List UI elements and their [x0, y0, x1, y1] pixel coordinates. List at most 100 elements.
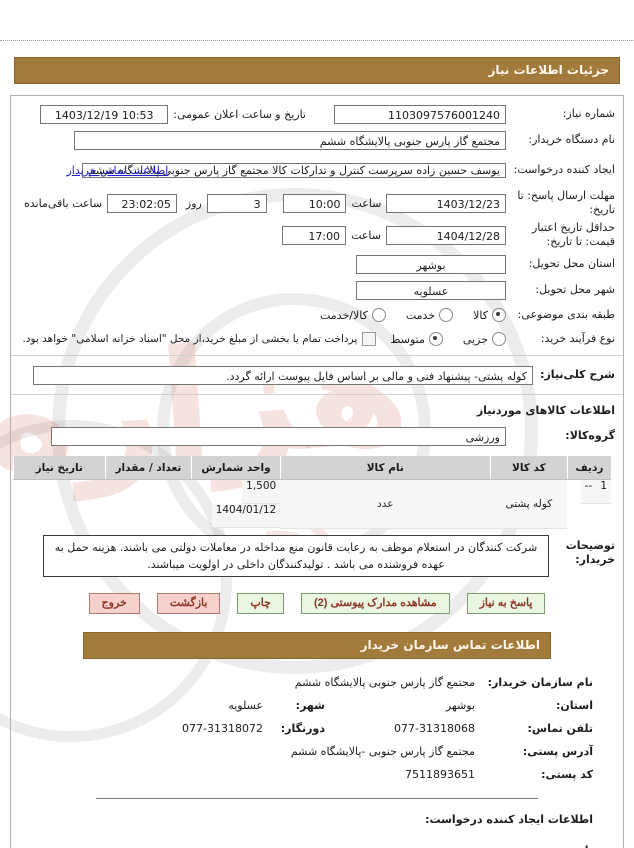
print-button[interactable]: چاپ — [237, 592, 284, 614]
org-name-value: مجتمع گاز پارس جنوبی پالایشگاه ششم — [294, 675, 475, 689]
city-label: شهر: — [295, 698, 325, 712]
radio-service-icon[interactable] — [439, 308, 454, 322]
col-row-number: ردیف — [566, 456, 611, 480]
price-validity-label: حداقل تاریخ اعتبار قیمت: تا تاریخ: — [531, 220, 615, 248]
cell-row-number: 1 — [596, 480, 611, 504]
radio-goods-icon[interactable] — [492, 308, 506, 322]
delivery-city-row: شهر محل تحویل: عسلویه — [19, 278, 615, 302]
back-button[interactable]: بازگشت — [156, 592, 221, 614]
deadline-date-field[interactable]: 1403/12/23 — [386, 193, 506, 213]
purchase-process-row: نوع فرآیند خرید: جزیی متوسط پرداخت تمام … — [19, 328, 615, 350]
need-description-label: شرح کلی‌نیاز: — [540, 367, 615, 381]
province-value: بوشهر — [445, 698, 475, 712]
need-number-row: شماره نیاز: 1103097576001240 تاریخ و ساع… — [19, 102, 615, 126]
delivery-province-label: استان محل تحویل: — [528, 256, 615, 270]
delivery-province-field[interactable]: بوشهر — [356, 254, 506, 274]
radio-minor-icon[interactable] — [492, 332, 506, 346]
need-number-label: شماره نیاز: — [562, 106, 615, 120]
buyer-org-field[interactable]: مجتمع گاز پارس جنوبی پالایشگاه ششم — [74, 130, 506, 150]
day-unit-label: روز — [185, 196, 202, 210]
divider — [11, 394, 623, 395]
goods-group-label: گروه‌کالا: — [565, 428, 615, 442]
view-attached-documents-button[interactable]: مشاهده مدارک پیوستی (2) — [300, 592, 450, 614]
col-quantity: تعداد / مقدار — [104, 456, 192, 480]
need-description-field[interactable]: کوله پشتی- پیشنهاد فنی و مالی بر اساس فا… — [33, 365, 533, 385]
province-city-row: استان: بوشهر شهر: عسلویه — [11, 694, 623, 717]
top-dotted-divider — [0, 0, 634, 41]
remaining-time-label: ساعت باقی‌مانده — [24, 196, 103, 210]
response-deadline-row: مهلت ارسال پاسخ: تا تاریخ: 1403/12/23 سا… — [19, 188, 615, 218]
org-name-label: نام سازمان خریدار: — [487, 675, 593, 689]
respond-to-need-button[interactable]: پاسخ به نیاز — [466, 592, 546, 614]
option-service-label: خدمت — [405, 308, 436, 322]
request-creator-row: ایجاد کننده درخواست: یوسف حسین زاده سرپر… — [19, 154, 615, 186]
action-buttons: پاسخ به نیاز مشاهده مدارک پیوستی (2) چاپ… — [11, 592, 623, 614]
deadline-hour-label: ساعت — [351, 196, 382, 210]
goods-table: ردیف کد کالا نام کالا واحد شمارش تعداد /… — [13, 456, 611, 529]
validity-hour-label: ساعت — [351, 228, 381, 242]
buyer-org-row: نام دستگاه خریدار: مجتمع گاز پارس جنوبی … — [19, 128, 615, 152]
cell-need-date: 1404/01/12 — [211, 504, 281, 528]
phone-fax-row: تلفن تماس: 077-31318068 دورنگار: 077-313… — [11, 717, 623, 740]
buyer-notes-label: توضیحات خریدار: — [565, 538, 615, 566]
cell-quantity: 1,500 — [242, 480, 281, 504]
announce-datetime-field[interactable]: 1403/12/19 10:53 — [40, 104, 169, 124]
phone-value: 077-31318068 — [394, 721, 475, 735]
purchase-process-label: نوع فرآیند خرید: — [540, 331, 615, 345]
creator-info-title: اطلاعات ایجاد کننده درخواست: — [425, 812, 593, 826]
announce-datetime-label: تاریخ و ساعت اعلان عمومی: — [173, 107, 306, 121]
buyer-contact-link[interactable]: اطلاعات تماس خریدار — [66, 163, 169, 177]
goods-group-row: گروه‌کالا: ورزشی — [19, 422, 615, 450]
option-goods-service-label: کالا/خدمت — [320, 308, 368, 322]
validity-date-field[interactable]: 1404/12/28 — [386, 225, 506, 245]
section-header-buyer-contact: اطلاعات تماس سازمان خریدار — [83, 631, 551, 659]
exit-button[interactable]: خروج — [88, 592, 140, 614]
postal-code-value: 7511893651 — [405, 767, 475, 781]
deadline-time-field[interactable]: 10:00 — [282, 193, 347, 213]
province-label: استان: — [556, 698, 593, 712]
main-panel: شماره نیاز: 1103097576001240 تاریخ و ساع… — [10, 95, 624, 848]
postal-code-label: کد پستی: — [541, 767, 593, 781]
buyer-org-label: نام دستگاه خریدار: — [528, 132, 615, 146]
postal-address-label: آدرس پستی: — [522, 744, 593, 758]
delivery-city-field[interactable]: عسلویه — [356, 280, 506, 300]
col-need-date: تاریخ نیاز — [13, 456, 106, 480]
buyer-notes-row: توضیحات خریدار: شرکت کنندگان در استعلام … — [19, 534, 615, 581]
section-divider-line — [96, 797, 538, 799]
goods-section-title-text: اطلاعات کالاهای موردنیاز — [476, 403, 615, 417]
validity-time-field[interactable]: 17:00 — [282, 225, 347, 245]
treasury-checkbox-icon[interactable] — [362, 332, 377, 346]
need-number-field[interactable]: 1103097576001240 — [334, 104, 506, 124]
delivery-province-row: استان محل تحویل: بوشهر — [19, 252, 615, 276]
goods-table-header-row: ردیف کد کالا نام کالا واحد شمارش تعداد /… — [13, 456, 611, 480]
postal-address-row: آدرس پستی: مجتمع گاز پارس جنوبی -پالایشگ… — [11, 740, 623, 763]
radio-medium-icon[interactable] — [428, 332, 443, 346]
request-creator-label: ایجاد کننده درخواست: — [513, 162, 615, 176]
goods-group-field[interactable]: ورزشی — [51, 426, 506, 446]
request-creator-field[interactable]: یوسف حسین زاده سرپرست کنترل و تدارکات کا… — [82, 162, 506, 178]
treasury-note-label: پرداخت تمام یا بخشی از مبلغ خرید،از محل … — [22, 333, 358, 345]
days-field[interactable]: 3 — [206, 193, 267, 213]
need-description-row: شرح کلی‌نیاز: کوله پشتی- پیشنهاد فنی و م… — [19, 361, 615, 389]
cell-goods-name: کوله پشتی — [490, 479, 568, 529]
postal-code-row: کد پستی: 7511893651 — [11, 763, 623, 786]
goods-table-row: 1 -- کوله پشتی عدد 1,500 1404/01/12 — [14, 479, 611, 529]
col-goods-name: نام کالا — [279, 456, 491, 480]
city-value: عسلویه — [228, 698, 263, 712]
creator-name-row: نام: یوسف — [11, 838, 623, 848]
radio-goods-service-icon[interactable] — [371, 308, 386, 322]
fax-value: 077-31318072 — [182, 721, 263, 735]
org-name-row: نام سازمان خریدار: مجتمع گاز پارس جنوبی … — [11, 671, 623, 694]
buyer-notes-field: شرکت کنندگان در استعلام موظف به رعایت قا… — [43, 534, 549, 577]
creator-name-label: نام: — [473, 844, 593, 848]
option-goods-label: کالا — [473, 308, 488, 322]
price-validity-row: حداقل تاریخ اعتبار قیمت: تا تاریخ: 1404/… — [19, 220, 615, 250]
fax-label: دورنگار: — [280, 721, 325, 735]
goods-section-title: اطلاعات کالاهای موردنیاز — [19, 400, 615, 420]
response-deadline-label: مهلت ارسال پاسخ: تا تاریخ: — [517, 188, 615, 216]
phone-label: تلفن تماس: — [527, 721, 593, 735]
cell-goods-code: -- — [580, 480, 597, 504]
col-goods-code: کد کالا — [489, 456, 568, 480]
subject-classification-row: طبقه بندی موضوعی: کالا خدمت کالا/خدمت — [19, 304, 615, 326]
